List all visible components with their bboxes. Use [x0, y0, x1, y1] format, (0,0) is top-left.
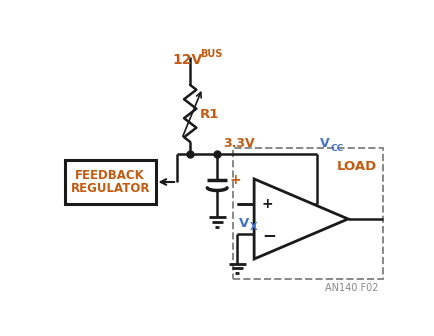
Text: +: + — [229, 173, 240, 187]
Text: 12V: 12V — [172, 53, 202, 67]
Text: R1: R1 — [199, 108, 218, 121]
Text: BUS: BUS — [200, 49, 222, 59]
Text: V: V — [238, 217, 248, 230]
Text: 3.3V: 3.3V — [223, 137, 254, 151]
Text: AN140 F02: AN140 F02 — [325, 283, 378, 293]
Text: CC: CC — [329, 144, 343, 153]
Bar — [65, 160, 155, 204]
Text: V: V — [319, 137, 329, 151]
Text: −: − — [261, 226, 275, 244]
Text: X: X — [249, 222, 256, 233]
Text: REGULATOR: REGULATOR — [70, 182, 150, 196]
Text: FEEDBACK: FEEDBACK — [75, 169, 145, 181]
Polygon shape — [253, 179, 347, 259]
Bar — [232, 148, 382, 279]
Text: +: + — [261, 197, 273, 211]
Text: LOAD: LOAD — [335, 161, 376, 173]
